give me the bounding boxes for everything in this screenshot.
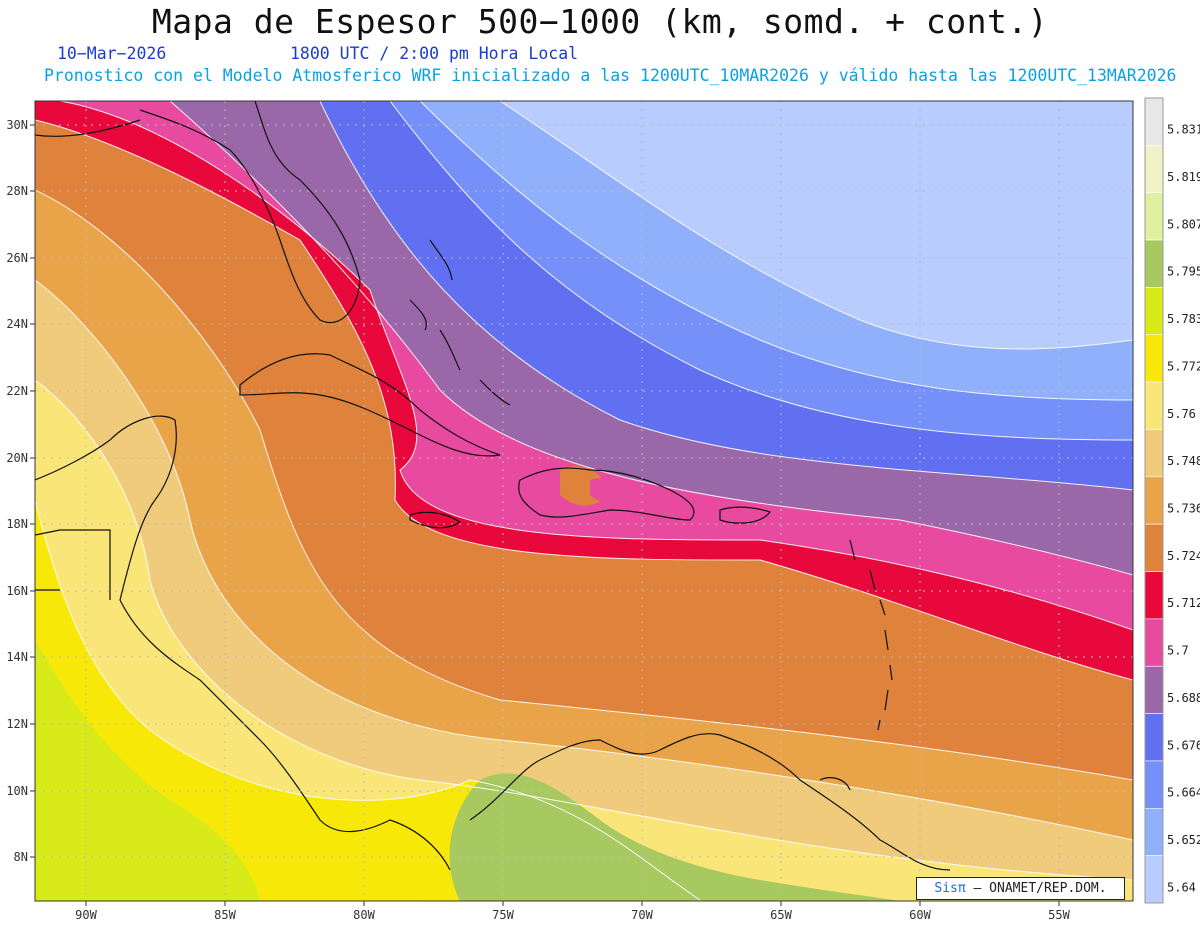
colorbar-swatch (1144, 145, 1164, 194)
colorbar-label: 5.712 (1167, 596, 1200, 610)
coastlines (35, 101, 951, 871)
y-tick-label: 12N (6, 717, 28, 731)
y-tick-label: 30N (6, 118, 28, 132)
colorbar-label: 5.76 (1167, 407, 1196, 421)
colorbar-frame (1144, 97, 1164, 904)
x-tick-label: 60W (909, 908, 931, 922)
colorbar-swatch (1144, 192, 1164, 241)
colorbar-label: 5.652 (1167, 833, 1200, 847)
colorbar-label: 5.724 (1167, 549, 1200, 563)
credit-badge: Sisπ – ONAMET/REP.DOM. (916, 877, 1125, 900)
colorbar-label: 5.748 (1167, 454, 1200, 468)
colorbar-label: 5.772 (1167, 359, 1200, 373)
colorbar-swatch (1144, 239, 1164, 288)
colorbar-swatch (1144, 618, 1164, 667)
y-tick-label: 26N (6, 251, 28, 265)
colorbar-swatch (1144, 381, 1164, 430)
y-tick-label: 14N (6, 650, 28, 664)
colorbar-swatch (1144, 476, 1164, 525)
x-tick-label: 80W (353, 908, 375, 922)
colorbar-swatch (1144, 665, 1164, 714)
map-title: Mapa de Espesor 500−1000 (km, somd. + co… (151, 2, 1049, 41)
y-tick-label: 16N (6, 584, 28, 598)
colorbar-label: 5.7 (1167, 644, 1189, 658)
plot-frame (34, 100, 1134, 902)
x-axis: 90W 85W 80W 75W 70W 65W 60W 55W (75, 901, 1071, 922)
colorbar-label: 5.676 (1167, 738, 1200, 752)
colorbar-label: 5.664 (1167, 786, 1200, 800)
colorbar-label: 5.819 (1167, 170, 1200, 184)
colorbar-swatch (1144, 760, 1164, 809)
x-tick-label: 85W (214, 908, 236, 922)
colorbar-label: 5.688 (1167, 691, 1200, 705)
y-tick-label: 22N (6, 384, 28, 398)
colorbar-label: 5.795 (1167, 265, 1200, 279)
colorbar: 5.831 5.819 5.807 5.795 5.783 5.772 5.76 5.748 5… (1144, 97, 1200, 904)
y-tick-label: 8N (14, 850, 28, 864)
colorbar-swatch (1144, 97, 1164, 146)
colorbar-label: 5.831 (1167, 123, 1200, 137)
colorbar-swatch (1144, 334, 1164, 383)
colorbar-swatch (1144, 429, 1164, 478)
colorbar-label: 5.807 (1167, 217, 1200, 231)
y-tick-label: 24N (6, 317, 28, 331)
colorbar-swatch (1144, 287, 1164, 336)
colorbar-swatch (1144, 713, 1164, 762)
x-tick-label: 75W (492, 908, 514, 922)
forecast-date: 10−Mar−2026 (57, 44, 167, 63)
credit-text: – ONAMET/REP.DOM. (973, 881, 1107, 896)
forecast-description: Pronostico con el Modelo Atmosferico WRF… (44, 66, 1177, 85)
colorbar-label: 5.64 (1167, 880, 1196, 894)
x-tick-label: 65W (770, 908, 792, 922)
colorbar-swatch (1144, 807, 1164, 856)
y-tick-label: 18N (6, 517, 28, 531)
colorbar-label: 5.736 (1167, 502, 1200, 516)
gridlines (35, 101, 1133, 901)
colorbar-swatch (1144, 571, 1164, 620)
forecast-valid-time: 1800 UTC / 2:00 pm Hora Local (290, 44, 579, 63)
y-tick-label: 20N (6, 451, 28, 465)
y-tick-label: 28N (6, 184, 28, 198)
colorbar-label: 5.783 (1167, 312, 1200, 326)
y-axis: 30N 28N 26N 24N 22N 20N 18N 16N 14N 12N 10N 8N (6, 118, 35, 864)
colorbar-swatch (1144, 855, 1164, 904)
colorbar-swatch (1144, 523, 1164, 572)
x-tick-label: 70W (631, 908, 653, 922)
x-tick-label: 55W (1048, 908, 1070, 922)
brand-label: Sisπ (934, 881, 966, 896)
y-tick-label: 10N (6, 784, 28, 798)
x-tick-label: 90W (75, 908, 97, 922)
filled-contours (35, 101, 1133, 901)
